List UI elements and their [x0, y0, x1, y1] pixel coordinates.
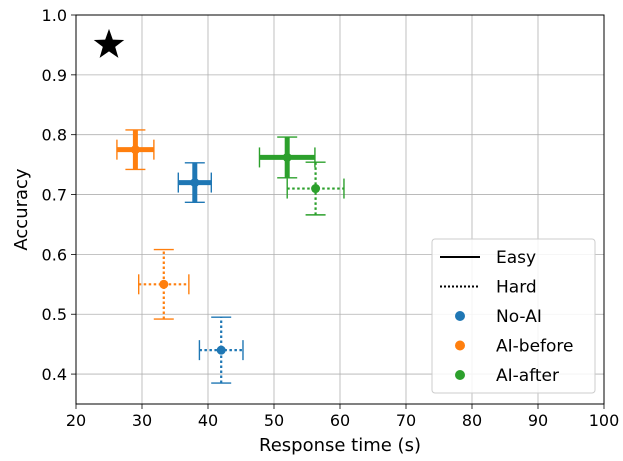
legend-marker-ai-after — [455, 370, 465, 380]
x-tick-label: 80 — [462, 411, 482, 430]
y-axis-label: Accuracy — [11, 168, 32, 251]
data-point — [159, 279, 169, 289]
x-tick-label: 40 — [198, 411, 218, 430]
legend-label: No-AI — [496, 307, 542, 327]
legend-label: Hard — [496, 278, 537, 298]
data-point — [190, 178, 200, 188]
y-tick-label: 0.5 — [42, 305, 67, 324]
legend-marker-ai-before — [455, 340, 465, 351]
data-point — [311, 184, 321, 194]
star-marker-icon — [93, 28, 125, 58]
y-tick-label: 0.6 — [42, 245, 67, 264]
data-point — [130, 145, 140, 155]
error-cross-AI-after-Hard — [286, 161, 345, 216]
x-tick-label: 90 — [528, 411, 548, 430]
error-cross-AI-before-Easy — [116, 129, 155, 171]
y-tick-label: 0.9 — [42, 66, 67, 85]
legend-label: AI-before — [496, 337, 574, 357]
x-axis-label: Response time (s) — [259, 435, 421, 456]
y-tick-label: 0.4 — [42, 365, 67, 384]
data-point — [282, 152, 292, 162]
error-cross-AI-before-Hard — [137, 248, 190, 320]
legend-marker-no-ai — [455, 311, 465, 321]
data-point — [216, 345, 226, 355]
legend-label: AI-after — [496, 366, 559, 386]
x-tick-label: 60 — [330, 411, 350, 430]
plot-marks — [93, 28, 345, 384]
x-tick-label: 20 — [66, 411, 86, 430]
y-tick-label: 0.8 — [42, 126, 67, 145]
y-tick-label: 1.0 — [42, 6, 67, 25]
legend: Easy Hard No-AI AI-before AI-after — [431, 238, 596, 394]
axis-ticks: 20 30 40 50 60 70 80 90 100 0.4 0.5 0.6 0.7 0.8 0.9 1.0 — [42, 6, 620, 430]
error-cross-No-AI-Hard — [198, 316, 244, 384]
x-tick-label: 30 — [132, 411, 152, 430]
x-tick-label: 100 — [589, 411, 620, 430]
error-cross-AI-after-Easy — [258, 136, 316, 179]
x-tick-label: 70 — [396, 411, 416, 430]
error-cross-No-AI-Easy — [177, 162, 213, 204]
x-tick-label: 50 — [264, 411, 284, 430]
legend-label: Easy — [496, 248, 536, 268]
legend-box — [431, 238, 596, 394]
y-tick-label: 0.7 — [42, 186, 67, 205]
